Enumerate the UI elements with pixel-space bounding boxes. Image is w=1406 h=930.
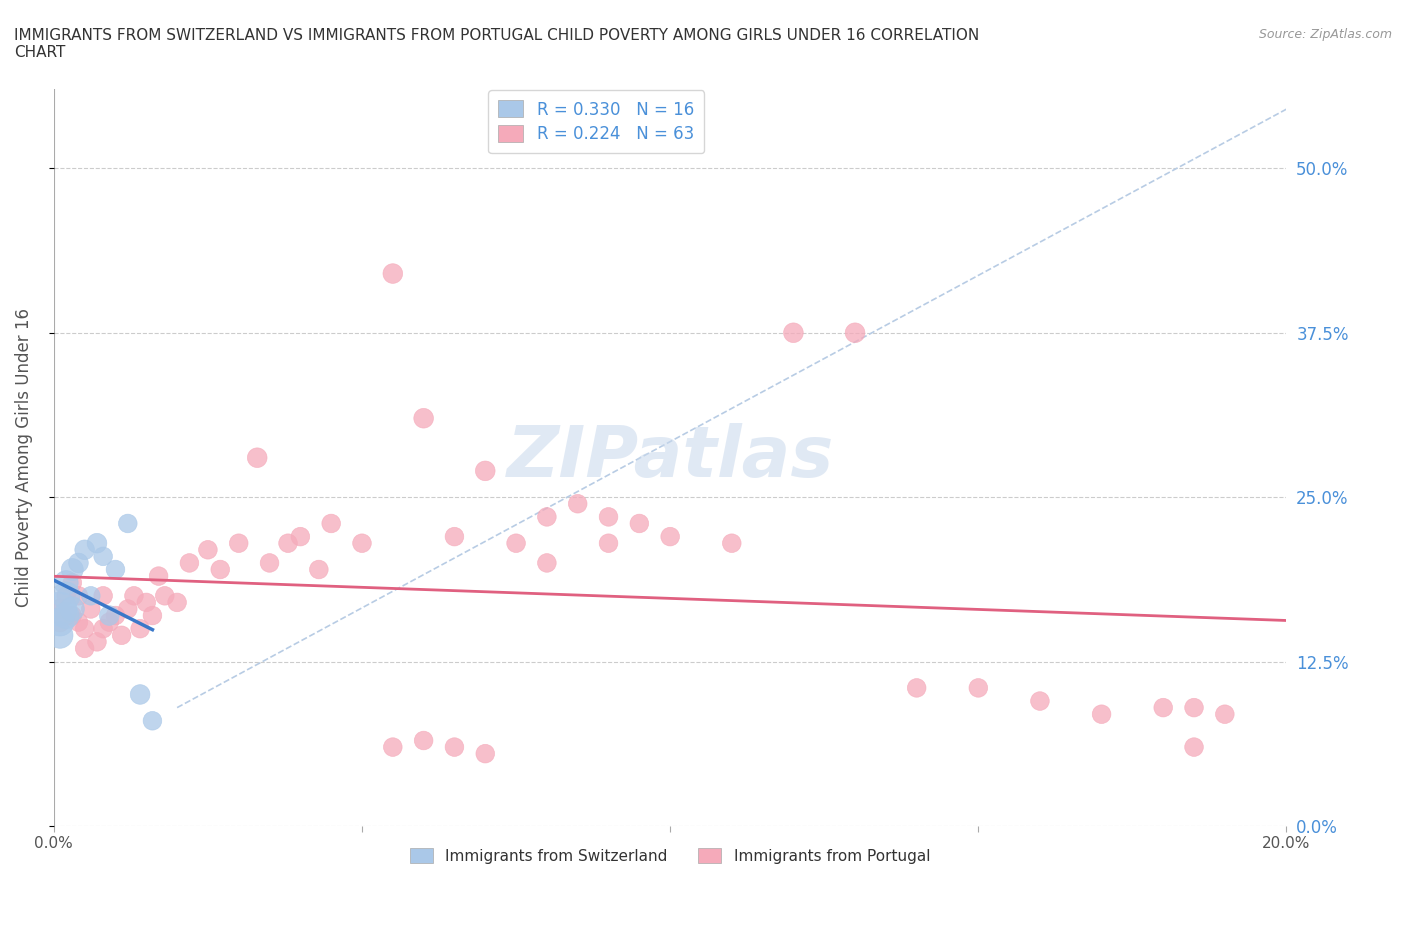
Text: ZIPatlas: ZIPatlas [506, 423, 834, 492]
Point [135, 595, 157, 610]
Point [412, 733, 434, 748]
Point [259, 555, 281, 570]
Point [49, 602, 72, 617]
Point [505, 536, 527, 551]
Point [1152, 700, 1174, 715]
Point [720, 536, 742, 551]
Point [60, 562, 83, 577]
Point [381, 266, 404, 281]
Point [308, 562, 330, 577]
Point [49, 602, 72, 617]
Point [277, 536, 299, 551]
Point [49, 628, 72, 643]
Point [628, 516, 651, 531]
Point [141, 713, 163, 728]
Point [129, 687, 152, 702]
Point [381, 739, 404, 754]
Point [73, 542, 96, 557]
Point [55, 608, 77, 623]
Point [55, 589, 77, 604]
Point [91, 621, 114, 636]
Point [967, 681, 990, 696]
Point [474, 463, 496, 478]
Point [598, 510, 620, 525]
Point [98, 615, 121, 630]
Legend: Immigrants from Switzerland, Immigrants from Portugal: Immigrants from Switzerland, Immigrants … [404, 842, 936, 870]
Point [321, 516, 343, 531]
Point [117, 602, 139, 617]
Point [567, 497, 589, 512]
Point [246, 450, 269, 465]
Point [49, 615, 72, 630]
Point [55, 608, 77, 623]
Point [104, 608, 127, 623]
Point [228, 536, 250, 551]
Point [659, 529, 682, 544]
Point [598, 536, 620, 551]
Point [129, 621, 152, 636]
Point [60, 576, 83, 591]
Point [474, 746, 496, 761]
Point [443, 529, 465, 544]
Text: IMMIGRANTS FROM SWITZERLAND VS IMMIGRANTS FROM PORTUGAL CHILD POVERTY AMONG GIRL: IMMIGRANTS FROM SWITZERLAND VS IMMIGRANT… [14, 28, 980, 60]
Point [536, 555, 558, 570]
Point [55, 576, 77, 591]
Text: Source: ZipAtlas.com: Source: ZipAtlas.com [1258, 28, 1392, 41]
Point [91, 549, 114, 564]
Point [73, 641, 96, 656]
Point [148, 568, 170, 583]
Point [905, 681, 928, 696]
Point [1213, 707, 1236, 722]
Point [209, 562, 232, 577]
Point [844, 326, 866, 340]
Point [1182, 739, 1205, 754]
Point [290, 529, 312, 544]
Point [1090, 707, 1112, 722]
Point [67, 555, 90, 570]
Point [197, 542, 219, 557]
Point [536, 510, 558, 525]
Point [67, 615, 90, 630]
Point [111, 628, 134, 643]
Point [122, 589, 145, 604]
Point [104, 562, 127, 577]
Point [80, 589, 103, 604]
Point [67, 589, 90, 604]
Point [179, 555, 201, 570]
Point [55, 589, 77, 604]
Point [86, 634, 108, 649]
Point [91, 589, 114, 604]
Point [153, 589, 176, 604]
Point [141, 608, 163, 623]
Point [73, 621, 96, 636]
Point [1029, 694, 1052, 709]
Point [60, 602, 83, 617]
Point [117, 516, 139, 531]
Point [166, 595, 188, 610]
Point [98, 608, 121, 623]
Point [1182, 700, 1205, 715]
Point [86, 536, 108, 551]
Point [412, 411, 434, 426]
Point [49, 615, 72, 630]
Point [782, 326, 804, 340]
Point [80, 602, 103, 617]
Point [443, 739, 465, 754]
Point [350, 536, 373, 551]
Point [60, 608, 83, 623]
Y-axis label: Child Poverty Among Girls Under 16: Child Poverty Among Girls Under 16 [15, 308, 32, 607]
